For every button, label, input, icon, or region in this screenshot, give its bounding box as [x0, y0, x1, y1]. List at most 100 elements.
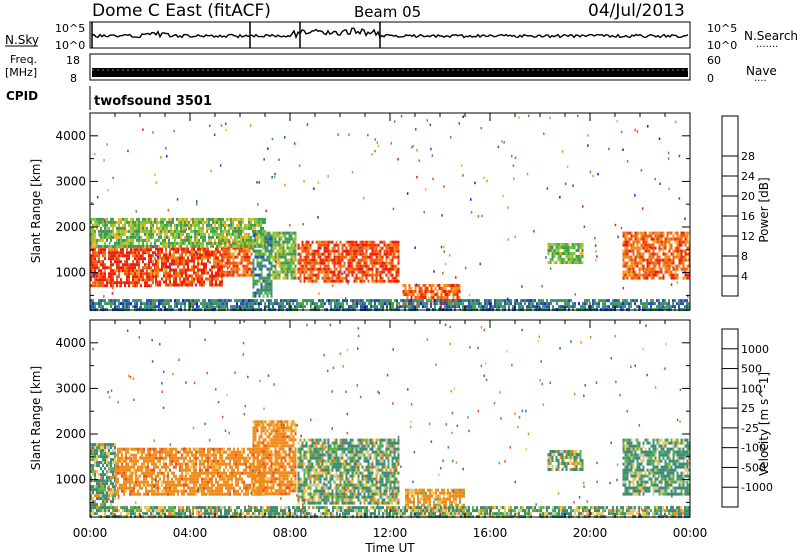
heatmap-cell — [96, 272, 98, 276]
heatmap-cell — [299, 246, 302, 250]
heatmap-cell — [165, 483, 167, 487]
heatmap-cell — [390, 305, 392, 309]
heatmap-cell — [145, 453, 147, 457]
heatmap-cell — [136, 305, 138, 309]
heatmap-cell — [104, 284, 106, 288]
heatmap-cell — [129, 492, 131, 496]
heatmap-cell — [440, 296, 443, 299]
heatmap-cell — [274, 264, 277, 268]
heatmap-cell — [266, 234, 269, 238]
heatmap-cell — [169, 265, 171, 269]
heatmap-cell — [176, 232, 178, 236]
heatmap-cell — [385, 255, 388, 259]
heatmap-cell — [327, 276, 330, 280]
heatmap-cell — [367, 279, 370, 283]
heatmap-cell — [148, 229, 150, 233]
heatmap-cell — [458, 302, 460, 306]
heatmap-cell — [502, 305, 504, 309]
heatmap-cell — [268, 240, 271, 244]
heatmap-cell — [104, 223, 106, 227]
heatmap-cell — [674, 240, 677, 244]
heatmap-cell — [128, 238, 130, 242]
heatmap-speck — [284, 183, 286, 187]
heatmap-cell — [238, 244, 240, 248]
heatmap-cell — [194, 232, 196, 236]
heatmap-cell — [321, 243, 324, 247]
heatmap-cell — [100, 263, 102, 267]
heatmap-speck — [481, 214, 483, 218]
heatmap-cell — [175, 465, 177, 469]
heatmap-cell — [134, 254, 136, 258]
heatmap-cell — [149, 459, 151, 463]
heatmap-cell — [116, 235, 118, 239]
heatmap-cell — [199, 247, 201, 251]
heatmap-cell — [177, 262, 179, 266]
heatmap-speck — [643, 269, 646, 272]
heatmap-cell — [130, 217, 132, 221]
heatmap-cell — [246, 232, 248, 236]
heatmap-cell — [260, 252, 263, 256]
heatmap-cell — [116, 254, 118, 258]
heatmap-cell — [159, 447, 161, 451]
heatmap-speck — [347, 282, 349, 285]
heatmap-cell — [194, 235, 196, 239]
heatmap-cell — [139, 450, 141, 454]
heatmap-cell — [102, 238, 104, 242]
heatmap-cell — [561, 258, 564, 261]
heatmap-cell — [371, 243, 374, 247]
heatmap-cell — [276, 252, 279, 256]
heatmap-cell — [100, 220, 102, 224]
heatmap-cell — [154, 238, 156, 242]
heatmap-cell — [96, 302, 98, 306]
heatmap-cell — [582, 302, 584, 306]
heatmap-speck — [667, 157, 670, 160]
heatmap-cell — [323, 267, 326, 271]
heatmap-speck — [583, 225, 586, 228]
heatmap-cell — [347, 270, 350, 274]
heatmap-cell — [148, 251, 150, 255]
heatmap-cell — [209, 253, 211, 257]
heatmap-cell — [262, 226, 264, 230]
heatmap-cell — [300, 302, 302, 306]
heatmap-cell — [187, 247, 189, 251]
heatmap-speck — [265, 209, 267, 213]
heatmap-cell — [315, 240, 318, 244]
heatmap-cell — [110, 232, 112, 236]
heatmap-cell — [292, 258, 295, 262]
heatmap-cell — [642, 246, 645, 250]
heatmap-cell — [204, 232, 206, 236]
heatmap-cell — [290, 264, 293, 268]
heatmap-cell — [410, 305, 412, 309]
heatmap-speck — [207, 254, 209, 258]
heatmap-cell — [234, 299, 236, 303]
heatmap-cell — [347, 243, 350, 247]
heatmap-cell — [218, 220, 220, 224]
heatmap-cell — [660, 276, 663, 280]
heatmap-cell — [199, 256, 201, 260]
heatmap-speck — [444, 262, 447, 266]
heatmap-speck — [566, 165, 569, 168]
heatmap-cell — [184, 241, 186, 245]
heatmap-cell — [104, 491, 106, 495]
heatmap-cell — [412, 305, 414, 309]
heatmap-cell — [176, 235, 178, 239]
heatmap-cell — [102, 503, 104, 507]
heatmap-cell — [202, 299, 204, 303]
heatmap-cell — [335, 240, 338, 244]
heatmap-cell — [274, 270, 277, 274]
heatmap-cell — [152, 269, 154, 273]
heatmap-cell — [150, 284, 152, 288]
heatmap-cell — [380, 299, 382, 303]
heatmap-cell — [534, 305, 536, 309]
heatmap-cell — [335, 276, 338, 280]
heatmap-cell — [309, 252, 312, 256]
heatmap-cell — [567, 252, 570, 255]
heatmap-cell — [246, 238, 248, 242]
heatmap-cell — [92, 226, 94, 230]
heatmap-cell — [656, 237, 659, 241]
heatmap-cell — [165, 492, 167, 496]
heatmap-cell — [108, 229, 110, 233]
nave-dots: ···· — [754, 76, 767, 87]
heatmap-cell — [164, 226, 166, 230]
heatmap-cell — [166, 244, 168, 248]
